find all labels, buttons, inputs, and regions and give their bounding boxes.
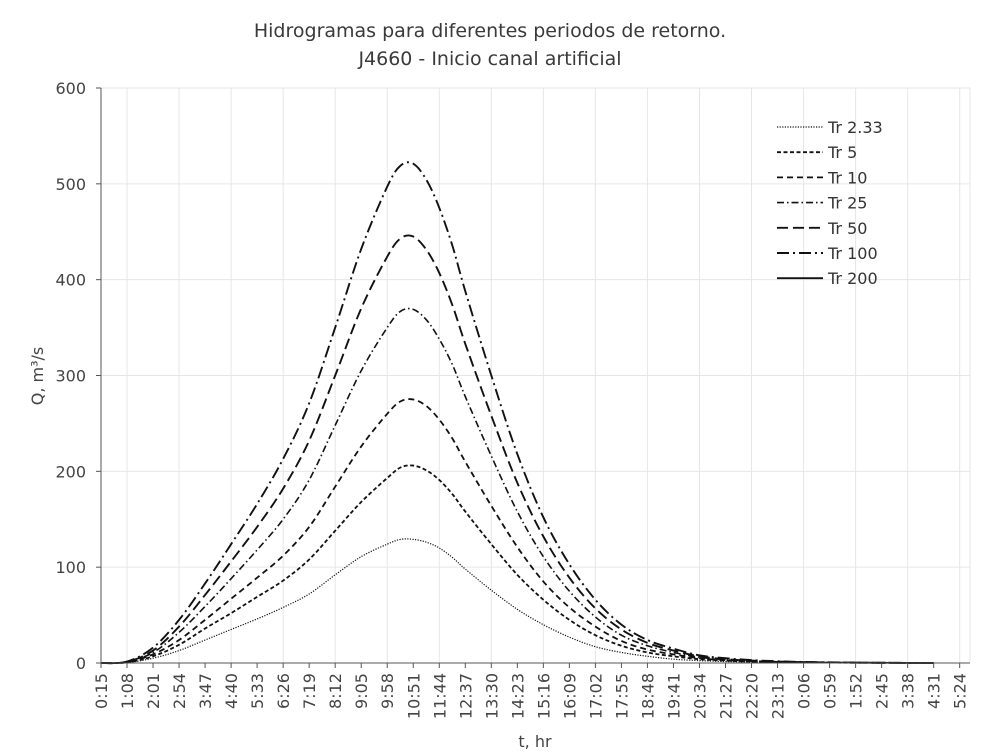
y-tick-label: 600: [55, 79, 86, 98]
x-tick-labels: 0:15 1:08 2:01 2:54 3:47 4:40 5:33 6:26 7:19 8:12…: [92, 673, 970, 719]
x-tick-label: 9:05: [352, 673, 371, 709]
x-tick-label: 0:59: [821, 673, 840, 709]
series-line-tr-100: [100, 161, 934, 665]
legend-label: Tr 5: [827, 143, 857, 162]
x-tick-label: 9:58: [378, 673, 397, 709]
y-tick-labels: 0 100 200 300 400 500 600: [55, 79, 86, 673]
x-tick-label: 6:26: [274, 673, 293, 709]
x-tick-label: 2:01: [144, 673, 163, 709]
x-axis-title: t, hr: [518, 732, 552, 751]
y-tick-label: 300: [55, 367, 86, 386]
series-line-tr-5: [100, 464, 934, 664]
series-line-tr-50: [100, 234, 934, 665]
y-tick-label: 0: [76, 654, 86, 673]
y-axis-title: Q, m³/s: [28, 347, 47, 406]
legend-label: Tr 2.33: [827, 118, 883, 137]
y-tick-label: 200: [55, 462, 86, 481]
x-tick-label: 0:06: [795, 673, 814, 709]
legend-label: Tr 100: [827, 244, 878, 263]
x-tick-label: 11:44: [430, 673, 449, 719]
x-tick-label: 3:47: [196, 673, 215, 709]
x-tick-label: 18:48: [638, 673, 657, 719]
x-tick-label: 2:54: [170, 673, 189, 709]
x-tick-label: 7:19: [300, 673, 319, 709]
axes: [96, 87, 970, 668]
x-tick-label: 4:31: [925, 673, 944, 709]
y-tick-label: 100: [55, 558, 86, 577]
x-tick-label: 3:38: [899, 673, 918, 709]
legend-label: Tr 25: [827, 194, 867, 213]
legend-label: Tr 10: [827, 168, 867, 187]
legend: Tr 2.33 Tr 5 Tr 10 Tr 25 Tr 50 Tr 100 Tr 200: [777, 118, 883, 288]
x-tick-label: 12:37: [456, 673, 475, 719]
x-tick-label: 19:41: [664, 673, 683, 719]
chart-title: Hidrogramas para diferentes periodos de …: [254, 20, 726, 42]
x-tick-label: 14:23: [508, 673, 527, 719]
x-tick-label: 17:02: [586, 673, 605, 719]
x-tick-label: 5:33: [248, 673, 267, 709]
x-tick-label: 1:52: [847, 673, 866, 709]
x-tick-label: 8:12: [326, 673, 345, 709]
x-tick-label: 5:24: [951, 673, 970, 709]
x-tick-label: 20:34: [690, 673, 709, 719]
x-tick-label: 23:13: [769, 673, 788, 719]
x-tick-label: 21:27: [717, 673, 736, 719]
legend-label: Tr 200: [827, 269, 878, 288]
series-line-tr-10: [100, 398, 934, 665]
legend-label: Tr 50: [827, 219, 867, 238]
x-tick-label: 22:20: [743, 673, 762, 719]
x-tick-label: 4:40: [222, 673, 241, 709]
y-tick-label: 500: [55, 175, 86, 194]
x-tick-label: 15:16: [534, 673, 553, 719]
series-line-tr-2-33: [100, 538, 934, 664]
x-tick-label: 13:30: [482, 673, 501, 719]
x-tick-label: 16:09: [560, 673, 579, 719]
y-tick-label: 400: [55, 271, 86, 290]
x-tick-label: 17:55: [612, 673, 631, 719]
x-tick-label: 0:15: [92, 673, 111, 709]
series-lines: [100, 161, 934, 665]
x-tick-label: 1:08: [118, 673, 137, 709]
x-tick-label: 2:45: [873, 673, 892, 709]
x-tick-label: 10:51: [404, 673, 423, 719]
chart-subtitle: J4660 - Inicio canal artificial: [357, 48, 621, 70]
